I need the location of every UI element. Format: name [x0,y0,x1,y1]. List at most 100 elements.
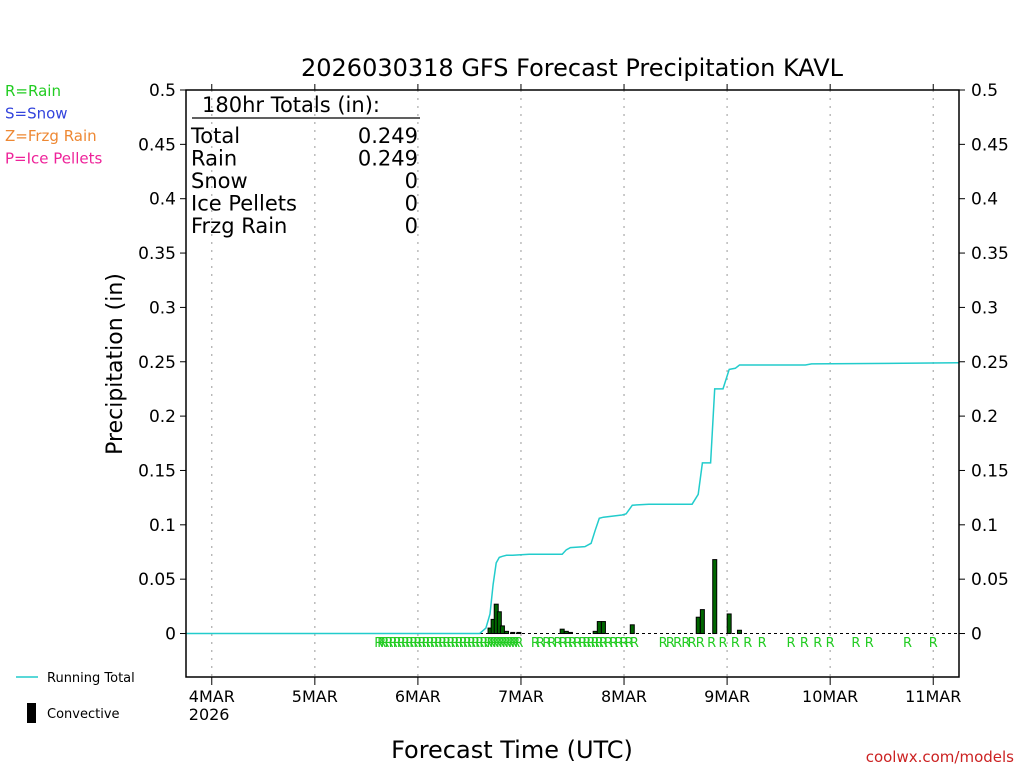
x-axis-label: Forecast Time (UTC) [391,736,633,764]
rain-marker: R [493,636,502,651]
totals-row-value: 0.249 [358,147,418,171]
y-tick-label-left: 0.1 [149,516,176,536]
rain-marker: R [430,636,439,651]
totals-row-label: Ice Pellets [191,192,297,216]
precip-bar [559,628,565,635]
rain-marker: R [587,636,596,651]
y-tick-label-right: 0.5 [971,81,998,101]
totals-row-value: 0 [405,214,418,238]
totals-row-label: Snow [191,169,248,193]
series-legend: Running Total Convective [16,671,135,723]
rain-marker: R [401,636,410,651]
plot-frame [185,89,960,678]
precip-bar [629,624,635,635]
ptype-legend-item: S=Snow [5,105,68,123]
precip-bar [516,631,522,635]
y-tick-label-right: 0.3 [971,298,998,318]
precip-bar [510,631,516,635]
rain-marker: R [531,636,540,651]
rain-marker: R [707,636,716,651]
rain-marker: R [666,636,675,651]
rain-marker: R [595,636,604,651]
rain-marker: R [385,636,394,651]
rain-marker: R [446,636,455,651]
y-tick-label-right: 0.45 [971,135,1009,155]
rain-marker: R [604,636,613,651]
rain-marker: R [490,636,499,651]
rain-marker: R [696,636,705,651]
x-tick-label: 6MAR [395,687,441,706]
rain-marker: R [471,636,480,651]
credit-text: coolwx.com/models [866,748,1014,766]
y-tick-label-right: 0.2 [971,407,998,427]
rain-marker: R [487,636,496,651]
rain-marker: R [426,636,435,651]
totals-row-label: Rain [191,147,237,171]
rain-marker: R [564,636,573,651]
rain-marker: R [405,636,414,651]
running-total-series [186,362,960,635]
y-tick-label-right: 0.35 [971,244,1009,264]
y-tick-label-right: 0.1 [971,516,998,536]
rain-marker: R [505,636,514,651]
rain-marker: R [673,636,682,651]
precip-bar [695,616,701,635]
rain-marker: R [434,636,443,651]
x-tick-label: 5MAR [292,687,338,706]
y-tick-label-left: 0.45 [138,135,176,155]
rain-marker: R [397,636,406,651]
y-tick-label-right: 0.25 [971,353,1009,373]
rain-marker: R [743,636,752,651]
rain-marker: R [568,636,577,651]
rain-marker: R [459,636,468,651]
running-total-line [186,362,960,635]
rain-marker: R [393,636,402,651]
rain-marker: R [467,636,476,651]
rain-marker: R [625,636,634,651]
rain-marker: R [591,636,600,651]
rain-marker: R [826,636,835,651]
rain-marker: R [455,636,464,651]
ptype-legend-item: P=Ice Pellets [5,150,102,168]
rain-marker: R [718,636,727,651]
precip-bar [496,611,502,635]
y-tick-label-left: 0.4 [149,190,176,210]
precip-bar [736,629,742,635]
rain-marker: R [865,636,874,651]
x-tick-label: 11MAR [905,687,961,706]
y-tick-label-right: 0.15 [971,461,1009,481]
rain-marker: R [609,636,618,651]
rain-marker: R [422,636,431,651]
x-tick-label: 4MAR [189,687,235,706]
ptype-legend-item: Z=Frzg Rain [5,127,97,145]
y-tick-label-right: 0.05 [971,570,1009,590]
rain-marker: R [582,636,591,651]
rain-marker: R [502,636,511,651]
rain-marker: R [554,636,563,651]
convective-legend-swatch [27,703,36,723]
x-tick-label: 7MAR [498,687,544,706]
y-tick-label-left: 0 [165,625,176,645]
rain-marker: R [450,636,459,651]
rain-marker: R [731,636,740,651]
x-tick-label: 8MAR [601,687,647,706]
rain-marker: R [578,636,587,651]
rain-marker: R [851,636,860,651]
rain-marker: R [614,636,623,651]
rain-marker: R [542,636,551,651]
y-tick-label-left: 0.15 [138,461,176,481]
rain-marker: R [681,636,690,651]
precip-bar [563,630,569,635]
rain-marker: R [389,636,398,651]
totals-row-value: 0 [405,169,418,193]
rain-marker: R [599,636,608,651]
y-axis-ticks: 0 00.05 0.050.1 0.10.15 0.150.2 0.20.25 0.250.… [138,81,1009,645]
y-tick-label-left: 0.2 [149,407,176,427]
y-tick-label-left: 0.3 [149,298,176,318]
precip-bar [600,621,606,635]
rain-marker: R [438,636,447,651]
y-axis-label: Precipitation (in) [103,273,128,455]
rain-marker: R [630,636,639,651]
y-tick-label-right: 0.4 [971,190,998,210]
